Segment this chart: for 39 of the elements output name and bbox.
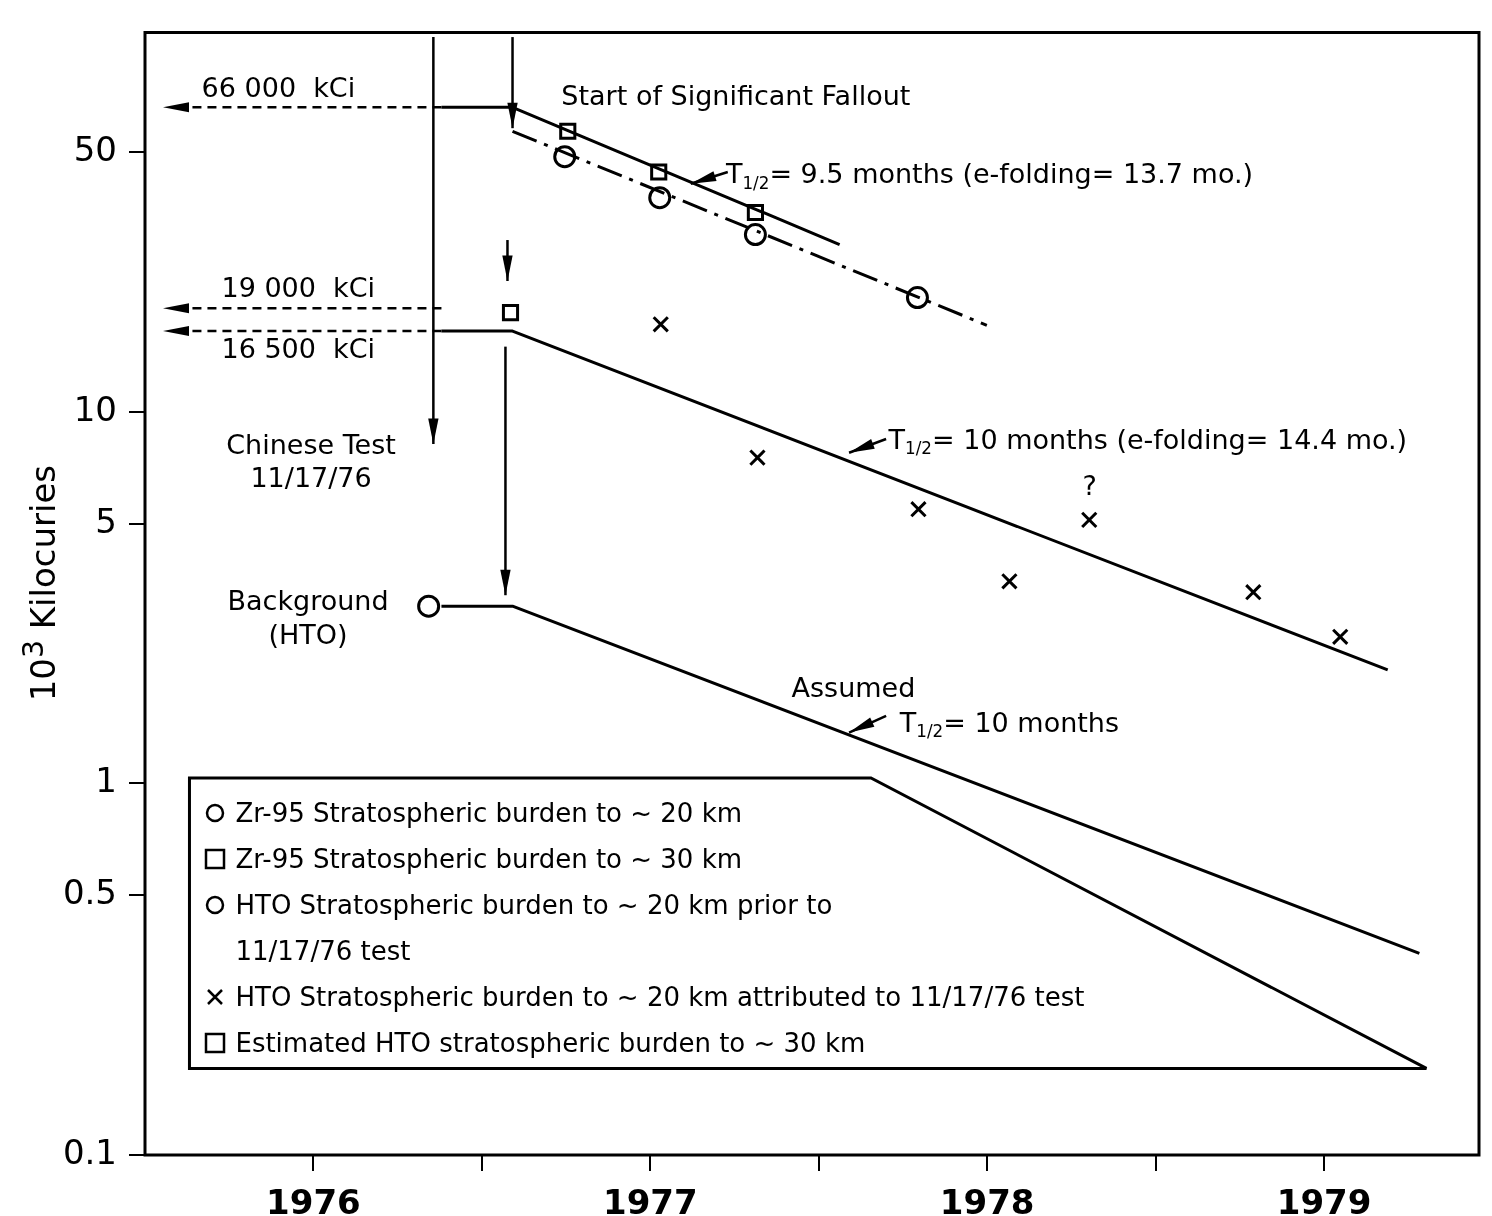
point bbox=[652, 315, 670, 333]
x-tick-label: 1976 bbox=[266, 1182, 361, 1216]
y-tick-label: 5 bbox=[95, 500, 117, 541]
legend-label: HTO Stratospheric burden to ~ 20 km attributed to 11/17/76 test bbox=[235, 981, 1086, 1014]
ref-line-label: 16 500 kCi bbox=[221, 333, 376, 365]
point bbox=[650, 163, 668, 181]
y-tick-label: 0.5 bbox=[62, 872, 117, 913]
point bbox=[1000, 572, 1018, 590]
x-tick-label: 1979 bbox=[1276, 1182, 1372, 1216]
legend-label: Zr-95 Stratospheric burden to ~ 20 km bbox=[235, 797, 744, 830]
legend-label: Estimated HTO stratospheric burden to ~ 30 km bbox=[235, 1027, 867, 1060]
point bbox=[909, 500, 928, 518]
y-tick-label: 10 bbox=[73, 388, 117, 429]
point bbox=[1080, 511, 1098, 529]
y-tick-label: 1 bbox=[95, 760, 117, 801]
point bbox=[553, 145, 577, 169]
point bbox=[746, 203, 764, 222]
point bbox=[417, 594, 441, 618]
annotation: Assumed bbox=[791, 672, 916, 704]
annotation: Background (HTO) bbox=[227, 585, 389, 651]
point bbox=[648, 186, 672, 210]
legend-label: Zr-95 Stratospheric burden to ~ 30 km bbox=[235, 843, 744, 876]
annotation: Chinese Test 11/17/76 bbox=[226, 428, 396, 494]
x-tick-label: 1978 bbox=[939, 1182, 1035, 1216]
y-tick-label: 0.1 bbox=[62, 1131, 117, 1172]
ref-line-label: 19 000 kCi bbox=[221, 272, 376, 304]
annotation: ? bbox=[1082, 469, 1097, 501]
point bbox=[1331, 628, 1349, 646]
x-tick-label: 1977 bbox=[602, 1182, 698, 1216]
legend-label: HTO Stratospheric burden to ~ 20 km prior to 11/17/76 test bbox=[235, 889, 834, 968]
point bbox=[559, 122, 577, 140]
point bbox=[905, 286, 929, 310]
point bbox=[501, 304, 520, 322]
point bbox=[1244, 583, 1262, 601]
y-tick-label: 50 bbox=[73, 128, 117, 169]
point bbox=[743, 223, 767, 247]
annotation: Start of Significant Fallout bbox=[561, 80, 911, 112]
ref-line-label: 66 000 kCi bbox=[201, 72, 356, 104]
point bbox=[748, 449, 766, 467]
